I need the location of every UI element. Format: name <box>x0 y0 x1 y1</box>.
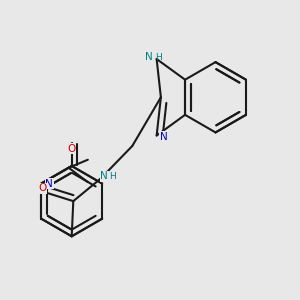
Text: N: N <box>45 178 53 189</box>
Text: H: H <box>110 172 116 181</box>
Text: O: O <box>68 144 76 154</box>
Text: N: N <box>160 132 167 142</box>
Text: N: N <box>100 171 108 181</box>
Text: H: H <box>155 53 162 62</box>
Text: N: N <box>145 52 152 62</box>
Text: O: O <box>38 183 47 194</box>
